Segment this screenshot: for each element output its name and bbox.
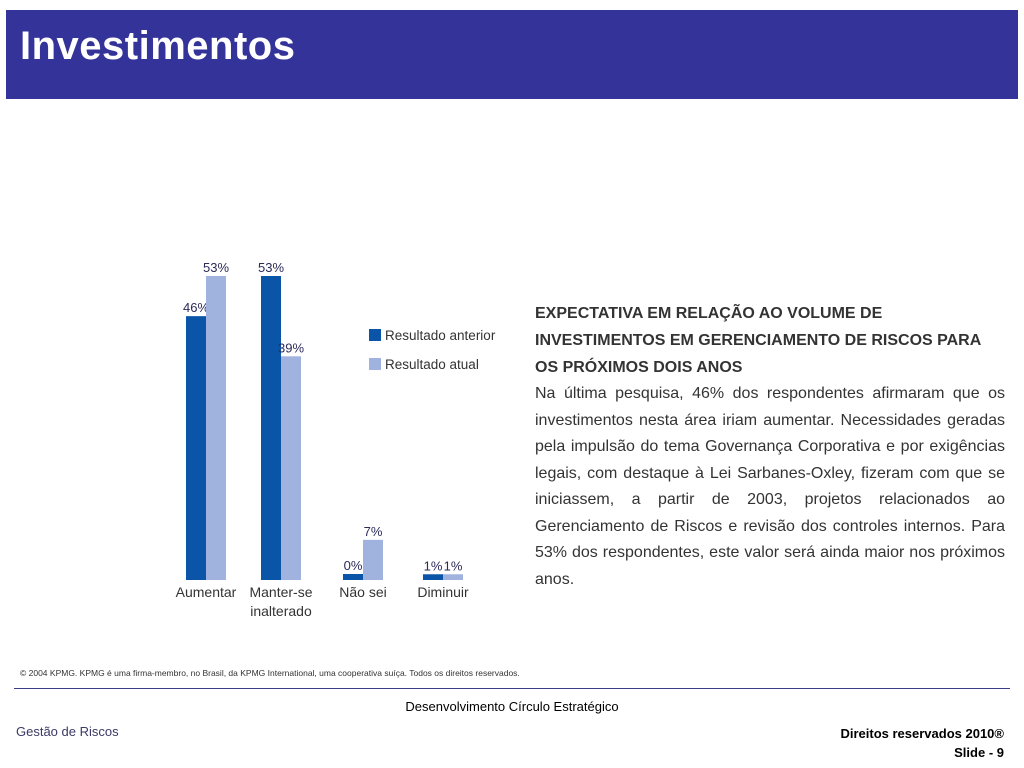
footer-right-block: Direitos reservados 2010® Slide - 9 [840,724,1004,762]
data-label-0-0: 46% [183,300,209,315]
copyright-note: © 2004 KPMG. KPMG é uma firma-membro, no… [20,668,520,678]
data-label-3-1: 1% [444,558,463,573]
bar-2-1 [363,539,383,580]
category-label-2-0: Não sei [339,584,386,600]
category-label-3-0: Diminuir [417,584,469,600]
bar-0-0 [186,316,206,580]
data-label-1-1: 39% [278,340,304,355]
bar-1-0 [261,276,281,580]
data-label-0-1: 53% [203,260,229,275]
bar-0-1 [206,276,226,580]
category-label-1-0: Manter-se [249,584,312,600]
description-body: Na última pesquisa, 46% dos respondentes… [535,385,1005,588]
footer-rights: Direitos reservados 2010® [840,726,1004,741]
description-heading: Expectativa em relação ao volume de inve… [535,305,981,376]
footer-left-text: Gestão de Riscos [16,724,119,739]
bar-3-1 [443,574,463,580]
title-bar: Investimentos [6,10,1018,99]
category-label-0-0: Aumentar [176,584,237,600]
legend-swatch-1 [369,358,381,370]
data-label-3-0: 1% [424,558,443,573]
data-label-2-0: 0% [344,558,363,573]
bar-2-0 [343,574,363,580]
legend-label-0: Resultado anterior [385,328,496,343]
bar-chart-svg: 46% 53% Aumentar 53% 39% Manter-se inalterado 0… [176,260,496,619]
legend-label-1: Resultado atual [385,357,479,372]
bar-3-0 [423,574,443,580]
footer-divider [14,688,1010,689]
bar-chart: 46% 53% Aumentar 53% 39% Manter-se inalterado 0… [165,258,510,630]
data-label-2-1: 7% [364,524,383,539]
description-block: Expectativa em relação ao volume de inve… [535,300,1005,593]
bar-1-1 [281,356,301,580]
data-label-1-0: 53% [258,260,284,275]
legend-swatch-0 [369,329,381,341]
category-label-1-1: inalterado [250,603,312,619]
footer-center-text: Desenvolvimento Círculo Estratégico [405,699,619,714]
slide-title: Investimentos [20,24,296,68]
footer-slide-number: Slide - 9 [954,745,1004,760]
